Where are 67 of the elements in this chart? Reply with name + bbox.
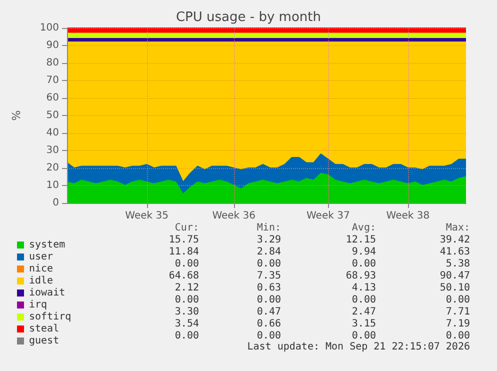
y-tick-label: 30 (46, 145, 59, 156)
text: 0.00 (256, 330, 281, 342)
text: 7.35 (256, 270, 281, 282)
text: 5.38 (446, 258, 470, 270)
x-tick-label: Week 38 (386, 210, 430, 222)
y-tick-label: 70 (46, 75, 59, 86)
legend-label: guest (29, 336, 60, 346)
text: Min: (256, 222, 281, 234)
text: 11.84 (168, 246, 199, 258)
x-tick-label: Week 36 (212, 210, 256, 222)
text: 41.63 (440, 246, 470, 258)
text: 0.00 (446, 294, 470, 306)
text: 0.00 (256, 294, 281, 306)
y-tick-label: 20 (46, 162, 59, 174)
legend-label: irq (29, 300, 48, 310)
text: 0.00 (446, 330, 470, 342)
text: Cur: (174, 222, 199, 234)
text: 3.29 (256, 234, 281, 246)
text: 0.66 (256, 318, 281, 330)
y-tick-label: 0 (52, 198, 59, 208)
legend-label: steal (29, 324, 60, 334)
legend-label: nice (29, 264, 54, 274)
legend-label: system (29, 240, 66, 250)
text: 39.42 (440, 234, 470, 246)
chart-title: CPU usage - by month (176, 10, 322, 25)
x-tick-label: Week 37 (306, 210, 350, 222)
text: 12.15 (346, 234, 376, 246)
text: 3.30 (174, 306, 199, 318)
x-tick-label: Week 35 (125, 210, 168, 222)
text: 2.84 (256, 246, 281, 258)
text: 68.93 (346, 270, 376, 282)
legend-label: idle (29, 276, 54, 286)
y-tick-label: 80 (46, 58, 59, 68)
y-tick-label: 40 (46, 128, 59, 138)
text: 0.00 (352, 330, 376, 342)
text: 3.15 (352, 318, 376, 330)
y-tick-label: 100 (40, 22, 59, 34)
text: 2.12 (174, 282, 199, 294)
text: 7.71 (446, 306, 470, 318)
y-tick-label: 50 (46, 110, 59, 121)
text: 3.54 (174, 318, 199, 330)
text: 0.00 (174, 294, 199, 306)
text: 2.47 (352, 306, 376, 318)
text: 7.19 (446, 318, 470, 330)
text: 0.63 (256, 282, 281, 294)
text: Avg: (352, 222, 376, 234)
text: Last update: Mon Sep 21 22:15:07 2026 (247, 342, 470, 352)
text: 9.94 (352, 246, 376, 258)
text: 50.10 (440, 282, 470, 294)
legend-label: softirq (29, 312, 72, 322)
text: 4.13 (352, 282, 376, 294)
y-tick-label: 90 (46, 40, 59, 51)
text: 15.75 (168, 234, 199, 246)
y-axis-title: % (10, 110, 23, 121)
text: 0.00 (174, 258, 199, 270)
text: 0.00 (352, 258, 376, 270)
text: 0.00 (174, 330, 199, 342)
text: 90.47 (440, 270, 470, 282)
text: 0.00 (352, 294, 376, 306)
y-tick-label: 60 (46, 92, 59, 104)
text: 64.68 (168, 270, 199, 282)
text: 0.00 (256, 258, 281, 270)
legend-label: user (29, 252, 54, 262)
text: 0.47 (256, 306, 281, 318)
y-tick-label: 10 (46, 180, 59, 191)
text: Max: (446, 222, 470, 234)
legend-label: iowait (29, 288, 66, 298)
